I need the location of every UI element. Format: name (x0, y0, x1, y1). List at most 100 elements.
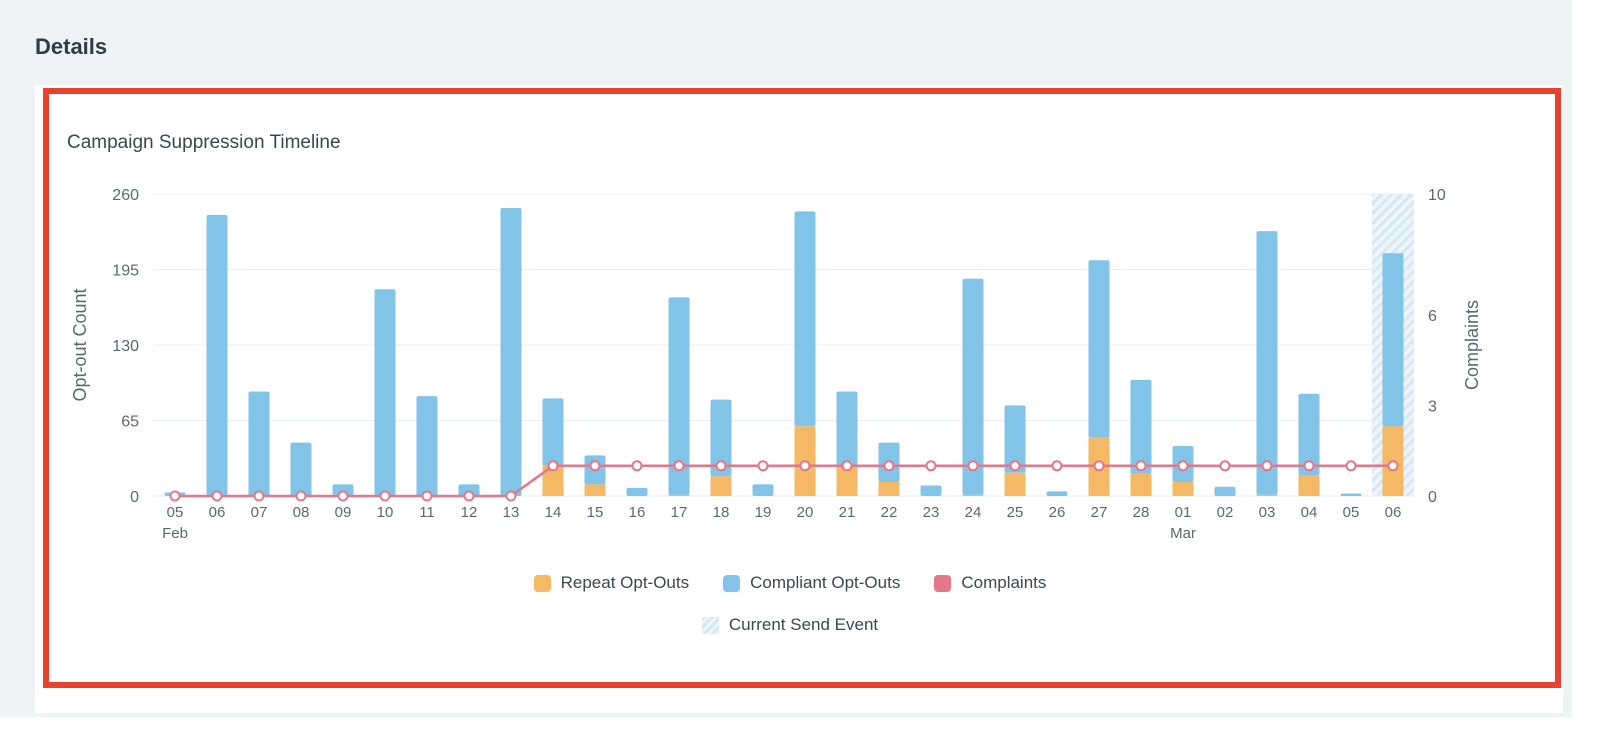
section-title: Details (35, 34, 108, 59)
complaints-point (463, 490, 475, 502)
bar-repeat-opt-outs (962, 494, 984, 496)
bar-compliant-opt-outs (1214, 486, 1236, 496)
legend-label-complaints: Complaints (961, 573, 1047, 592)
bar-repeat-opt-outs (1004, 472, 1026, 496)
bar-repeat-opt-outs (878, 482, 900, 496)
x-tick-label: 23 (923, 504, 940, 521)
legend-current-send-event[interactable]: Current Send Event (701, 615, 878, 635)
x-tick-label: 01 (1175, 504, 1192, 521)
bar-compliant-opt-outs (542, 398, 564, 466)
complaints-point (505, 490, 517, 502)
y-axis-title: Opt-out Count (70, 288, 90, 401)
chart-title: Campaign Suppression Timeline (67, 132, 341, 153)
complaints-point (967, 460, 979, 472)
legend-repeat-opt-outs[interactable]: Repeat Opt-Outs (533, 573, 689, 593)
bar-compliant-opt-outs (626, 487, 648, 496)
complaints-point (1345, 460, 1357, 472)
bar-repeat-opt-outs (1130, 473, 1152, 496)
x-tick-label: 05 (167, 504, 184, 521)
bar-compliant-opt-outs (668, 297, 690, 495)
complaints-point (1261, 460, 1273, 472)
x-tick-label: 15 (587, 504, 604, 521)
x-tick-label: 10 (377, 504, 394, 521)
x-tick-label: 19 (755, 504, 772, 521)
y-tick-label: 0 (130, 489, 139, 506)
x-tick-label: 28 (1133, 504, 1150, 521)
bar-compliant-opt-outs (920, 485, 942, 496)
y-tick-label: 130 (112, 338, 139, 355)
x-tick-label: 24 (965, 504, 982, 521)
y2-tick-label: 6 (1428, 308, 1437, 325)
bar-repeat-opt-outs (710, 476, 732, 496)
bar-repeat-opt-outs (668, 494, 690, 496)
bar-compliant-opt-outs (1088, 260, 1110, 438)
x-tick-label: 06 (1385, 504, 1402, 521)
complaints-point (841, 460, 853, 472)
y-tick-label: 65 (121, 414, 139, 431)
complaints-line (175, 464, 1393, 498)
complaints-point (1177, 460, 1189, 472)
chart-legend-secondary: Current Send Event (0, 615, 1580, 635)
compliant-swatch (723, 574, 741, 592)
x-tick-label: 04 (1301, 504, 1318, 521)
complaints-point (883, 460, 895, 472)
y2-tick-label: 10 (1428, 187, 1446, 204)
x-tick-label: 14 (545, 504, 562, 521)
x-tick-label: 21 (839, 504, 856, 521)
y-tick-label: 260 (112, 187, 139, 204)
x-tick-label: 02 (1217, 504, 1234, 521)
bar-compliant-opt-outs (374, 289, 396, 496)
complaints-point (1093, 460, 1105, 472)
x-tick-label: 22 (881, 504, 898, 521)
complaints-point (169, 490, 181, 502)
x-tick-label: 06 (209, 504, 226, 521)
bar-repeat-opt-outs (542, 465, 564, 496)
x-tick-label: 13 (503, 504, 520, 521)
complaints-swatch (934, 574, 952, 592)
y2-axis-title: Complaints (1462, 300, 1482, 390)
bar-compliant-opt-outs (248, 391, 270, 496)
x-month-label: Mar (1170, 525, 1196, 542)
legend-compliant-opt-outs[interactable]: Compliant Opt-Outs (723, 573, 900, 593)
bar-compliant-opt-outs (458, 484, 480, 496)
complaints-point (1303, 460, 1315, 472)
bar-compliant-opt-outs (1298, 393, 1320, 476)
y2-tick-label: 0 (1428, 489, 1437, 506)
complaints-point (589, 460, 601, 472)
chart-legend: Repeat Opt-Outs Compliant Opt-Outs Compl… (0, 573, 1580, 593)
complaints-point (253, 490, 265, 502)
complaints-point (1387, 460, 1399, 472)
x-tick-label: 07 (251, 504, 268, 521)
current-send-swatch (701, 616, 719, 634)
legend-complaints[interactable]: Complaints (934, 573, 1046, 593)
x-tick-label: 26 (1049, 504, 1066, 521)
complaints-point (757, 460, 769, 472)
complaints-point (211, 490, 223, 502)
complaints-point (673, 460, 685, 472)
x-tick-label: 18 (713, 504, 730, 521)
bar-compliant-opt-outs (1130, 379, 1152, 474)
complaints-point (295, 490, 307, 502)
complaints-point (925, 460, 937, 472)
complaints-point (1009, 460, 1021, 472)
complaints-point (1219, 460, 1231, 472)
complaints-point (1051, 460, 1063, 472)
x-tick-label: 12 (461, 504, 478, 521)
bar-compliant-opt-outs (1046, 491, 1068, 496)
x-tick-label: 17 (671, 504, 688, 521)
bar-repeat-opt-outs (584, 484, 606, 496)
bar-compliant-opt-outs (794, 211, 816, 427)
x-tick-label: 16 (629, 504, 646, 521)
complaints-point (715, 460, 727, 472)
bar-compliant-opt-outs (206, 214, 228, 496)
bar-compliant-opt-outs (710, 399, 732, 477)
x-tick-label: 11 (419, 504, 435, 521)
complaints-point (799, 460, 811, 472)
bar-compliant-opt-outs (836, 391, 858, 466)
bar-compliant-opt-outs (1256, 231, 1278, 495)
bar-compliant-opt-outs (1340, 493, 1362, 496)
bar-compliant-opt-outs (332, 484, 354, 496)
bar-compliant-opt-outs (962, 278, 984, 495)
complaints-point (547, 460, 559, 472)
